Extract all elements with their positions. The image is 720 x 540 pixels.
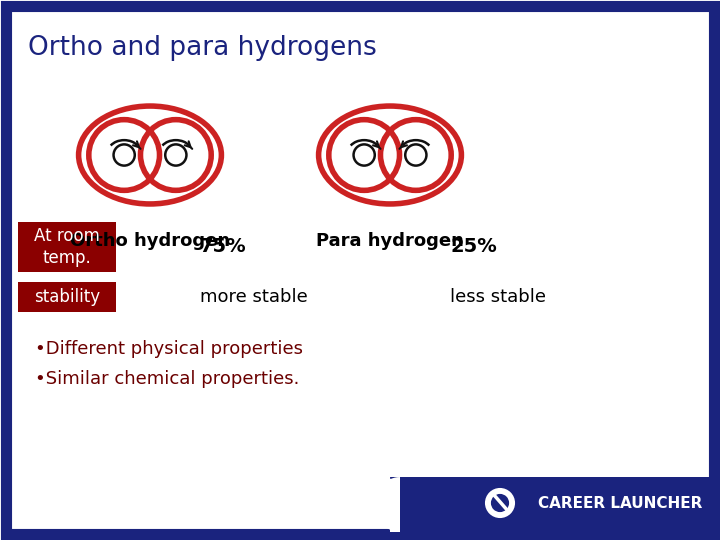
Text: more stable: more stable bbox=[200, 288, 307, 306]
Text: less stable: less stable bbox=[450, 288, 546, 306]
Text: •Different physical properties: •Different physical properties bbox=[35, 340, 303, 358]
Text: 25%: 25% bbox=[450, 238, 497, 256]
Text: Ortho and para hydrogens: Ortho and para hydrogens bbox=[28, 35, 377, 61]
FancyBboxPatch shape bbox=[6, 6, 714, 534]
Text: stability: stability bbox=[34, 288, 100, 306]
FancyBboxPatch shape bbox=[390, 477, 712, 532]
Text: At room
temp.: At room temp. bbox=[34, 227, 100, 267]
FancyBboxPatch shape bbox=[18, 282, 116, 312]
PathPatch shape bbox=[375, 477, 400, 532]
Text: CAREER LAUNCHER: CAREER LAUNCHER bbox=[538, 496, 702, 510]
Text: •Similar chemical properties.: •Similar chemical properties. bbox=[35, 370, 300, 388]
FancyBboxPatch shape bbox=[18, 222, 116, 272]
Text: Para hydrogen: Para hydrogen bbox=[316, 232, 464, 250]
Circle shape bbox=[491, 494, 509, 512]
Text: Ortho hydrogen: Ortho hydrogen bbox=[70, 232, 230, 250]
Circle shape bbox=[486, 489, 514, 517]
Text: 75%: 75% bbox=[200, 238, 247, 256]
